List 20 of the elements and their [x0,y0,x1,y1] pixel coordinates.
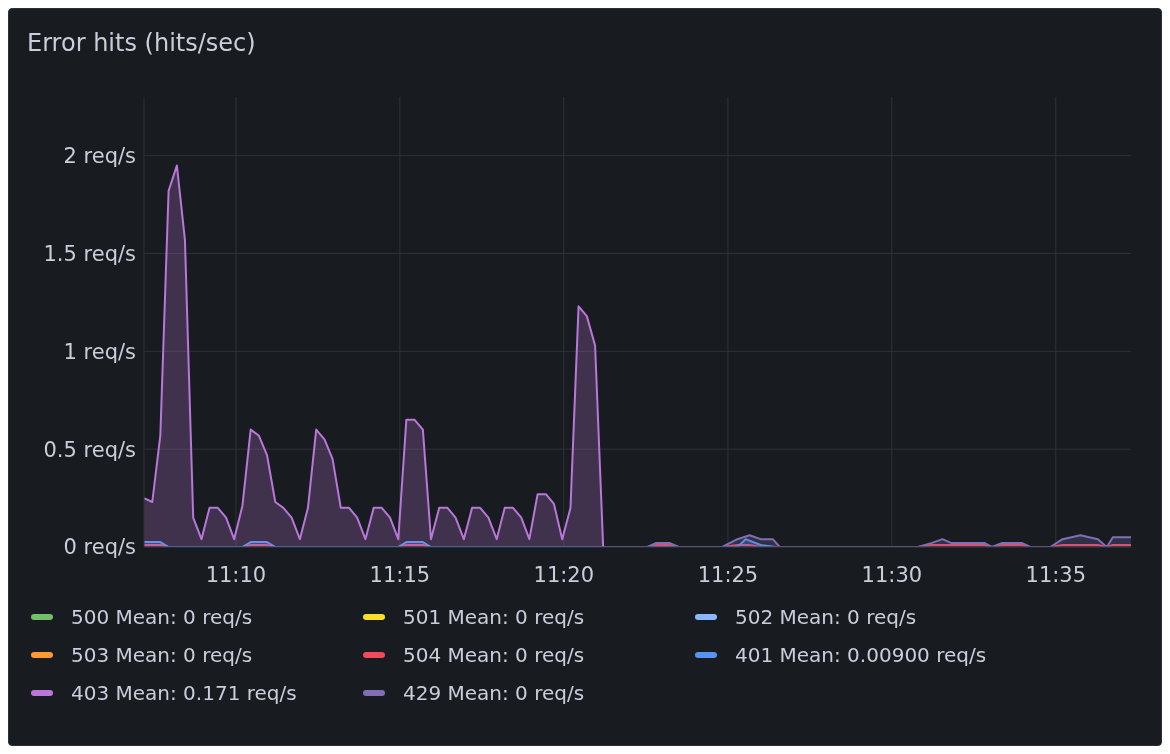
legend-label: 429 Mean: 0 req/s [403,681,585,705]
legend-label: 503 Mean: 0 req/s [71,643,253,667]
y-tick-label: 0.5 req/s [43,437,136,462]
x-tick-label: 11:25 [697,562,759,587]
legend-label: 500 Mean: 0 req/s [71,605,253,629]
x-tick-label: 11:20 [533,562,595,587]
x-tick-label: 11:35 [1025,562,1087,587]
y-tick-label: 2 req/s [63,144,136,169]
legend-label: 401 Mean: 0.00900 req/s [735,643,987,667]
legend-label: 403 Mean: 0.171 req/s [71,681,297,705]
y-tick-label: 1 req/s [63,339,136,364]
legend-label: 501 Mean: 0 req/s [403,605,585,629]
chart-title: Error hits (hits/sec) [26,28,257,57]
x-tick-label: 11:15 [369,562,431,587]
legend-label: 502 Mean: 0 req/s [735,605,917,629]
y-tick-label: 0 req/s [63,535,136,560]
legend-label: 504 Mean: 0 req/s [403,643,585,667]
y-tick-label: 1.5 req/s [43,241,136,266]
x-tick-label: 11:30 [861,562,923,587]
x-tick-label: 11:10 [205,562,267,587]
